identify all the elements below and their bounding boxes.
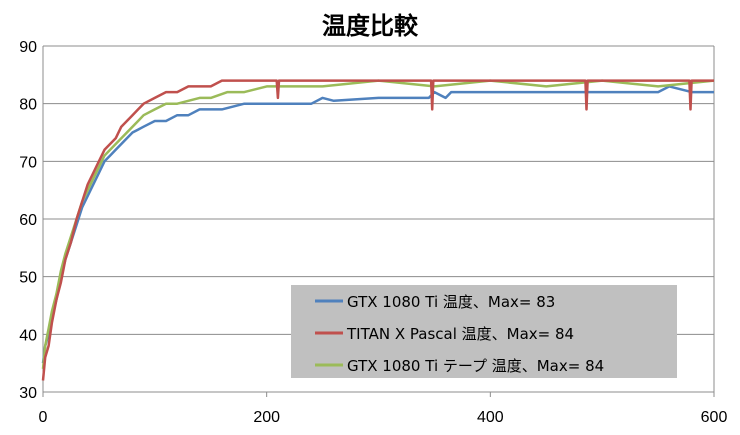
y-tick-label: 50 <box>19 270 37 287</box>
x-tick-label: 600 <box>701 409 728 426</box>
legend-label-1: TITAN X Pascal 温度、Max= 84 <box>346 325 574 343</box>
legend-label-2: GTX 1080 Ti テープ 温度、Max= 84 <box>347 357 604 375</box>
y-tick-label: 60 <box>19 212 37 229</box>
series-line-1 <box>41 79 714 381</box>
y-tick-label: 90 <box>19 39 37 56</box>
y-tick-label: 30 <box>19 385 37 402</box>
y-tick-label: 70 <box>19 154 37 171</box>
x-tick-label: 400 <box>477 409 504 426</box>
x-tick-label: 200 <box>253 409 280 426</box>
legend-label-0: GTX 1080 Ti 温度、Max= 83 <box>347 293 555 311</box>
y-tick-label: 80 <box>19 97 37 114</box>
chart-title: 温度比較 <box>322 12 419 40</box>
legend-box <box>291 285 677 378</box>
y-tick-label: 40 <box>19 327 37 344</box>
x-tick-label: 0 <box>39 409 48 426</box>
